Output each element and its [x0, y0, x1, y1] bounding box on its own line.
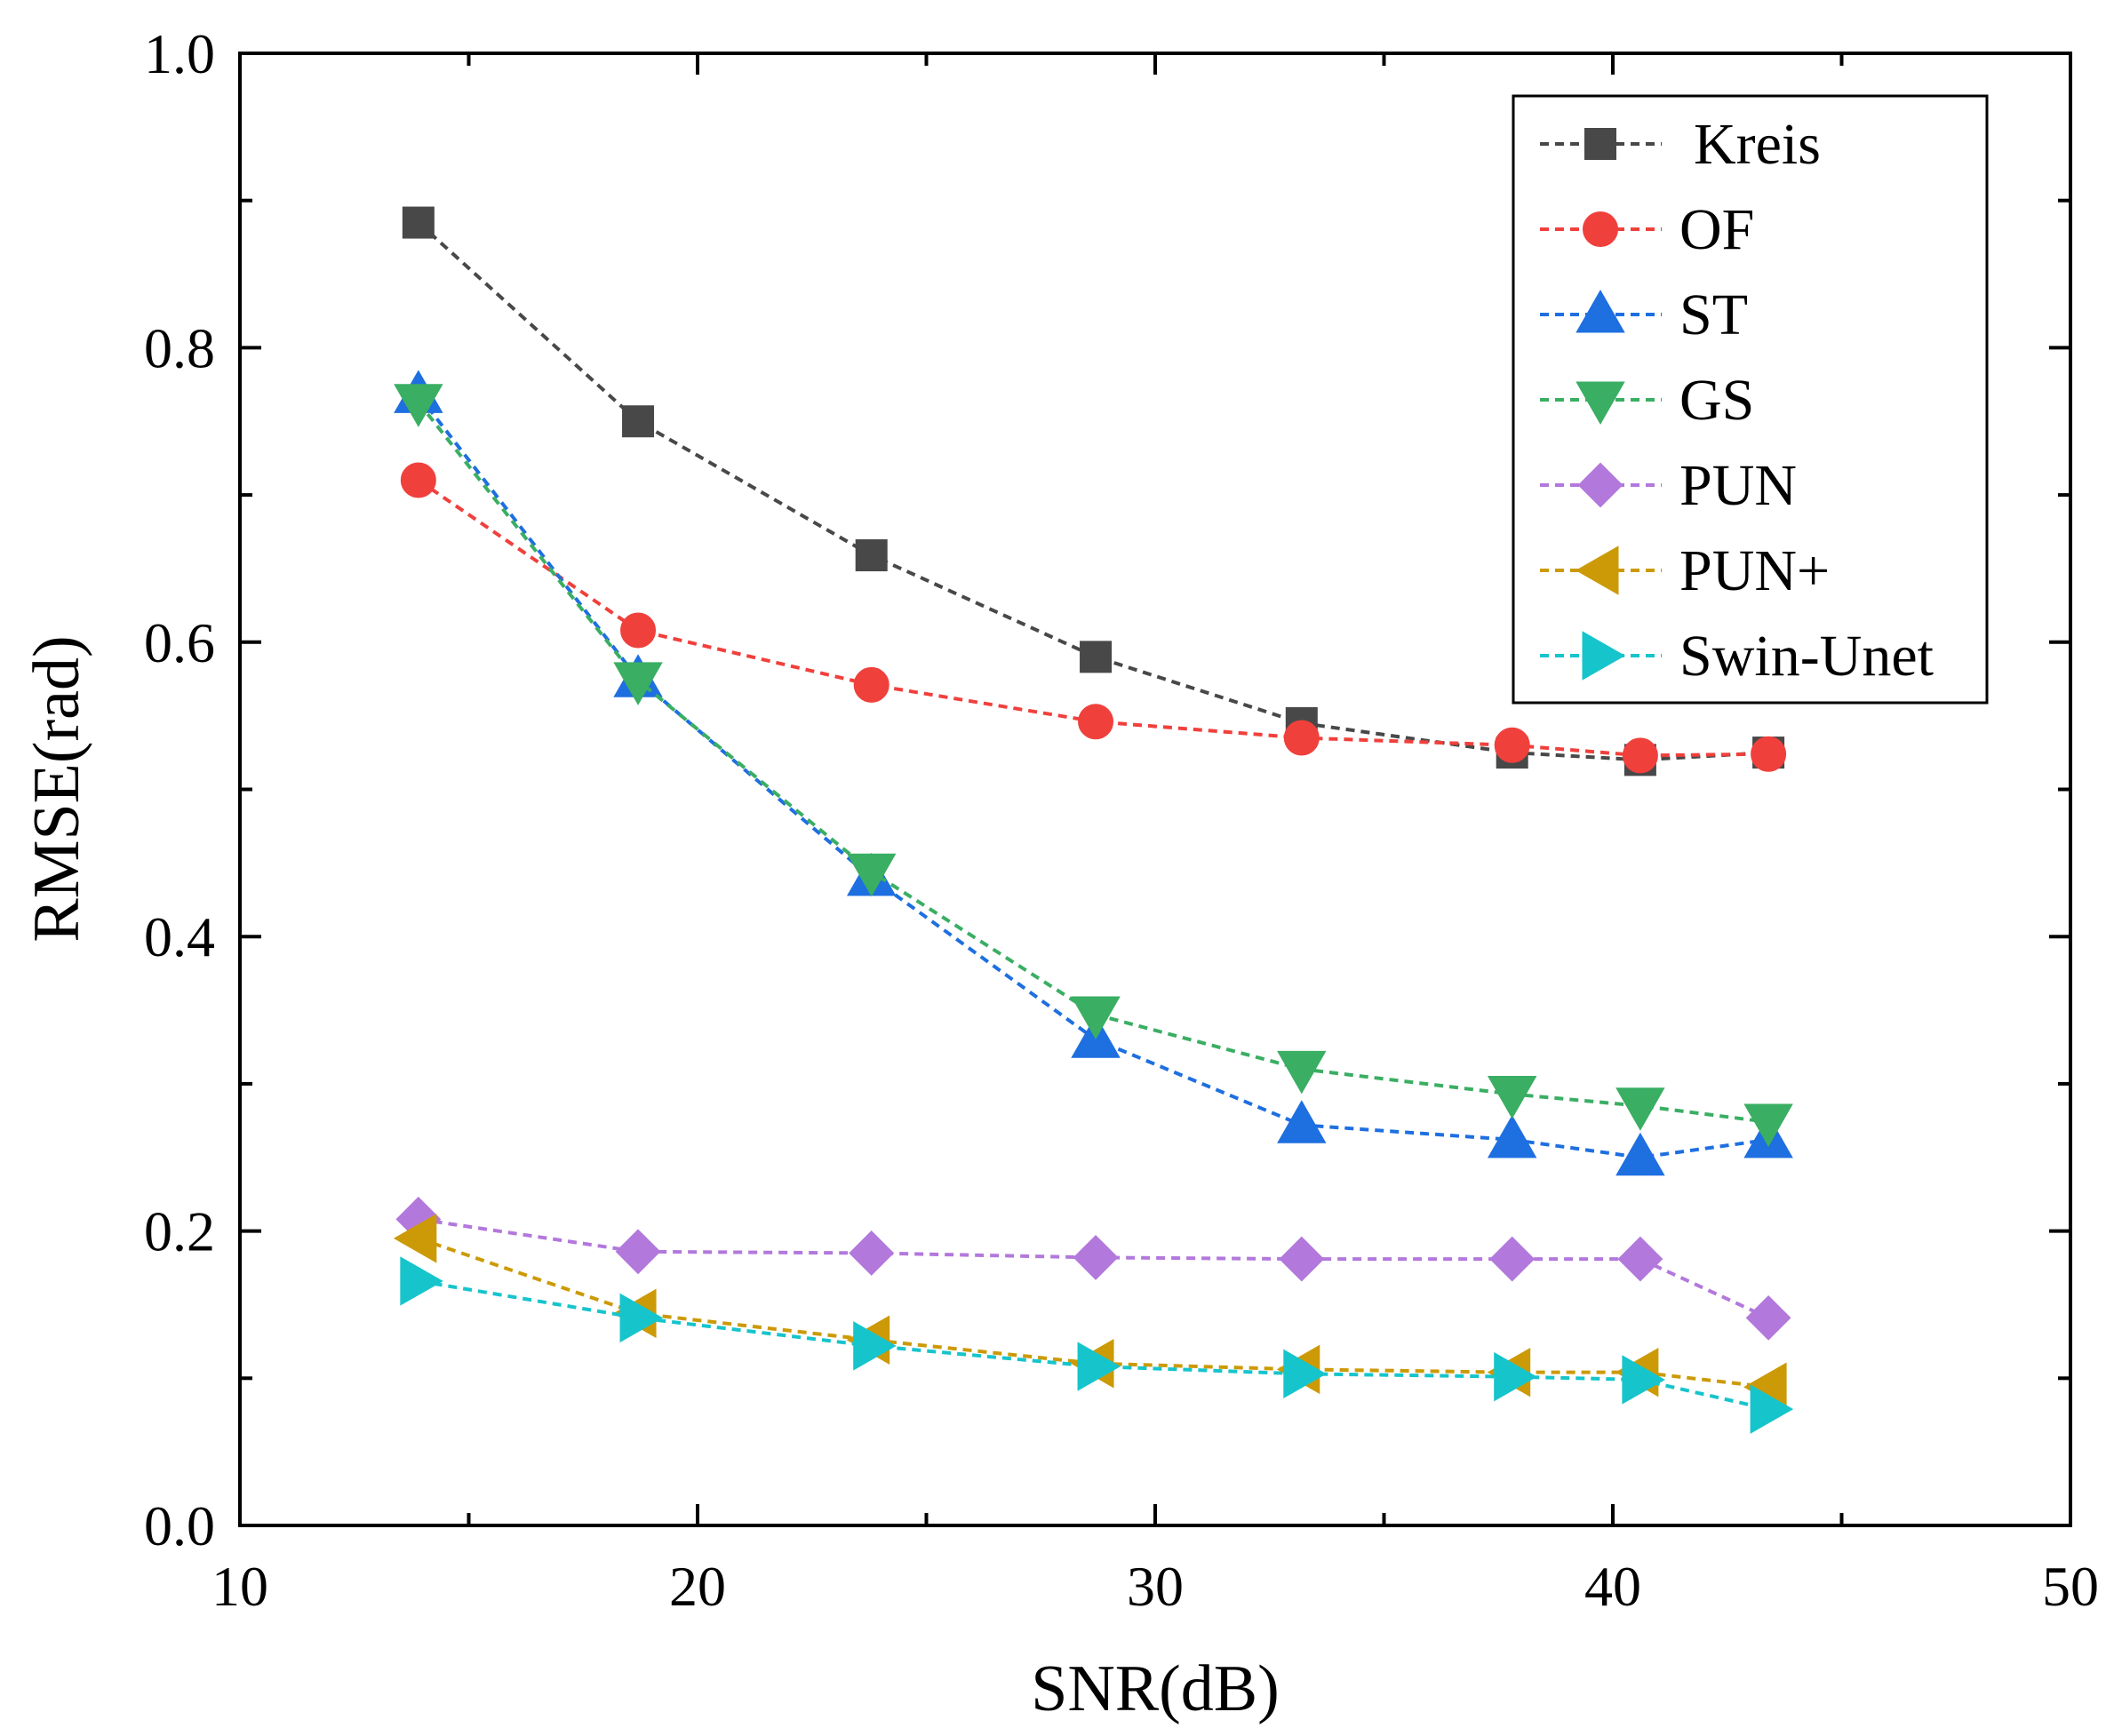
legend-marker: [1582, 631, 1626, 681]
series-line-pun: [418, 1217, 1769, 1320]
data-point-st: [1277, 1100, 1327, 1143]
data-point-st: [1487, 1114, 1537, 1159]
series-line-gs: [417, 401, 1769, 1124]
y-tick-label: 0.2: [144, 1200, 215, 1263]
data-point-of: [400, 462, 436, 498]
data-point-kreis: [855, 539, 888, 572]
legend-marker: [1583, 211, 1618, 247]
data-point-of: [1078, 704, 1114, 740]
data-point-swin-unet: [619, 1293, 664, 1343]
series-line-swin-unet: [418, 1278, 1769, 1412]
data-point-kreis: [1080, 641, 1113, 673]
data-point-of: [620, 612, 657, 649]
data-point-swin-unet: [1750, 1384, 1794, 1434]
data-point-gs: [1743, 1103, 1793, 1147]
y-tick-label: 1.0: [144, 22, 215, 85]
legend-item-pun: PUN: [1540, 453, 1797, 518]
data-point-gs: [394, 384, 443, 427]
data-point-pun: [1617, 1236, 1663, 1282]
y-tick-label: 0.8: [144, 316, 215, 379]
data-point-gs: [1277, 1050, 1327, 1095]
legend-label: Swin-Unet: [1679, 624, 1934, 689]
y-tick-label: 0.4: [144, 905, 215, 968]
legend-item-st: ST: [1540, 283, 1748, 347]
data-point-of: [853, 666, 889, 703]
legend-item-pun: PUN+: [1540, 538, 1830, 603]
x-tick-label: 30: [1127, 1555, 1184, 1618]
legend-marker: [1576, 289, 1625, 333]
legend-marker: [1584, 128, 1616, 160]
series-pun: [395, 1196, 1791, 1341]
data-point-gs: [613, 662, 663, 705]
legend-item-kreis: Kreis: [1540, 112, 1821, 177]
data-point-swin-unet: [1283, 1349, 1327, 1399]
data-point-of: [1622, 737, 1658, 774]
series-gs: [394, 384, 1793, 1147]
x-tick-label: 50: [2042, 1555, 2099, 1618]
series-line-kreis: [417, 221, 1769, 762]
data-point-pun: [615, 1229, 661, 1275]
data-point-swin-unet: [853, 1321, 897, 1371]
legend-item-of: OF: [1540, 197, 1754, 262]
legend-label: Kreis: [1694, 112, 1821, 177]
data-point-pun: [1279, 1236, 1325, 1282]
legend-label: GS: [1679, 368, 1754, 433]
legend-label: PUN+: [1679, 538, 1830, 603]
legend-marker: [1575, 545, 1619, 595]
x-tick-label: 40: [1584, 1555, 1641, 1618]
data-point-kreis: [402, 206, 435, 239]
series-line-of: [417, 478, 1769, 758]
data-point-pun: [1745, 1294, 1791, 1341]
series-swin-unet: [400, 1256, 1794, 1434]
legend-label: ST: [1679, 283, 1748, 347]
data-point-gs: [1615, 1087, 1665, 1131]
legend-marker: [1576, 381, 1625, 426]
y-tick-label: 0.0: [144, 1494, 215, 1557]
data-point-st: [1615, 1132, 1665, 1176]
series-layer: [393, 206, 1794, 1434]
x-tick-label: 20: [669, 1555, 726, 1618]
legend-label: OF: [1679, 197, 1754, 262]
data-point-kreis: [622, 405, 655, 438]
data-point-swin-unet: [1077, 1342, 1121, 1391]
legend-label: PUN: [1679, 453, 1797, 518]
data-point-gs: [1487, 1075, 1537, 1119]
data-point-swin-unet: [400, 1256, 443, 1306]
data-point-of: [1494, 727, 1530, 763]
series-of: [400, 462, 1787, 774]
axis-layer: 10 20 30 40 50 0.0 0.2 0.4 0.6 0.8 1.0: [144, 22, 2099, 1618]
legend-item-swin-unet: Swin-Unet: [1540, 624, 1934, 689]
y-axis-title: RMSE(rad): [20, 635, 93, 942]
data-point-gs: [846, 853, 897, 897]
x-axis-title: SNR(dB): [1031, 1652, 1280, 1725]
legend: Kreis OF ST GS PUN PUN+ Swin-Unet: [1512, 94, 1989, 705]
data-point-swin-unet: [1494, 1351, 1537, 1402]
x-tick-label: 10: [211, 1555, 268, 1618]
y-tick-label: 0.6: [144, 611, 215, 674]
data-point-pun: [1073, 1235, 1119, 1280]
data-point-gs: [1071, 996, 1121, 1040]
legend-marker: [1577, 462, 1623, 508]
data-point-of: [1751, 736, 1787, 772]
series-line-st: [417, 394, 1769, 1159]
data-point-pun: [849, 1230, 895, 1276]
data-point-pun: [1489, 1236, 1536, 1282]
legend-item-gs: GS: [1540, 368, 1754, 433]
data-point-pun: [393, 1214, 437, 1263]
data-point-swin-unet: [1622, 1355, 1665, 1405]
data-point-of: [1283, 720, 1320, 756]
